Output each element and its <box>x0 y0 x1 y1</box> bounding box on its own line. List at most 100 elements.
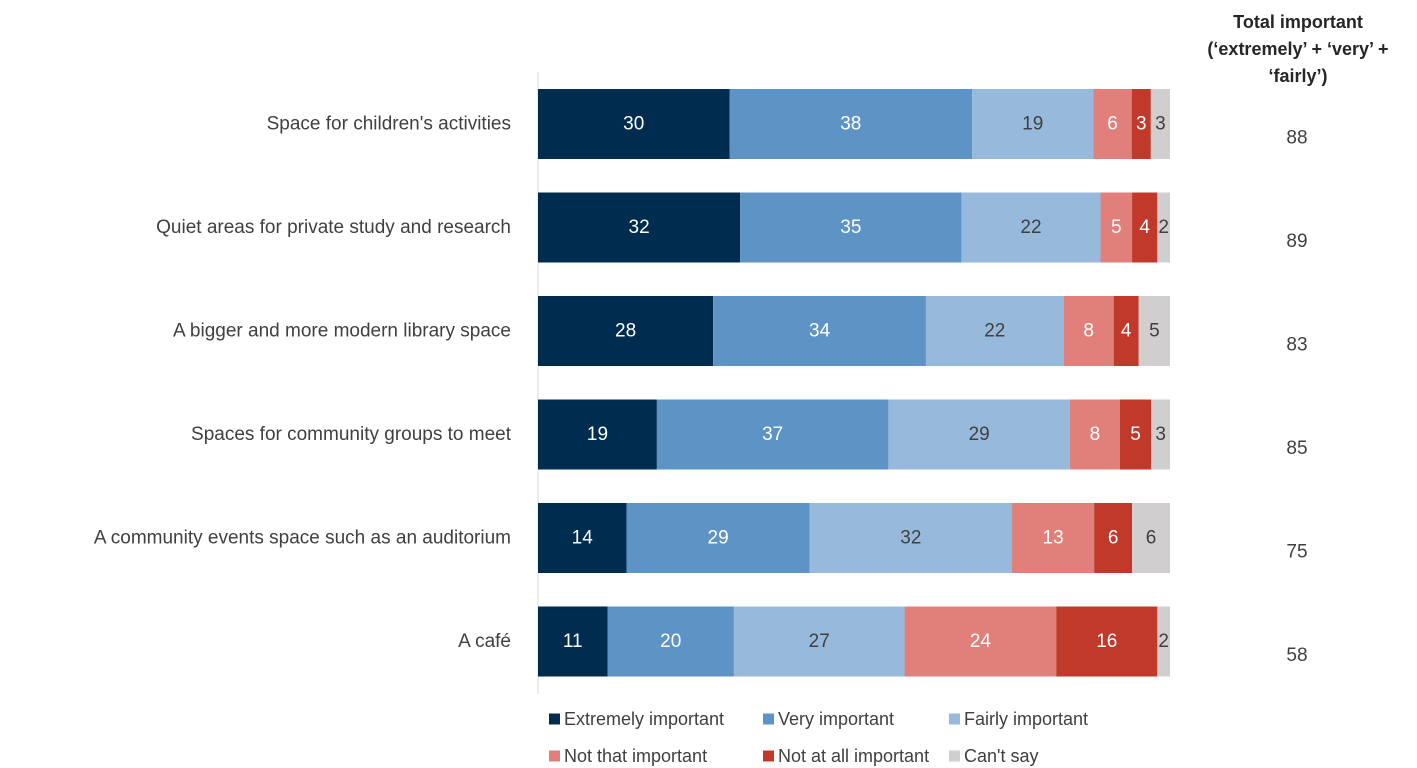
bar-segment <box>733 606 905 677</box>
data-label: 30 <box>623 114 644 135</box>
bar-segment <box>1056 606 1158 677</box>
legend-label: Not that important <box>564 746 707 766</box>
bar-segment <box>1131 89 1151 159</box>
bar-segment <box>538 296 714 366</box>
legend-swatch <box>949 750 960 762</box>
data-label: 3 <box>1155 114 1166 135</box>
data-label: 35 <box>840 217 861 238</box>
bar-segment <box>1063 296 1114 366</box>
bar-segment <box>538 399 657 470</box>
legend: Extremely important Very important Fairly … <box>549 709 1088 766</box>
totals-header-line: Total important <box>1233 12 1363 32</box>
data-label: 3 <box>1155 424 1166 445</box>
legend-label: Extremely important <box>564 709 724 729</box>
data-label: 4 <box>1139 217 1150 238</box>
total-value: 88 <box>1286 128 1307 149</box>
data-label: 8 <box>1083 321 1094 342</box>
bar-segment <box>626 503 810 573</box>
category-label: A café <box>458 631 511 652</box>
bar-segment <box>888 399 1070 470</box>
total-value: 89 <box>1286 231 1307 252</box>
bar-segment <box>1094 503 1133 573</box>
data-label: 37 <box>762 424 783 445</box>
legend-label: Very important <box>778 709 894 729</box>
data-label: 38 <box>840 114 861 135</box>
total-value: 75 <box>1286 542 1307 563</box>
totals-column: 88 89 83 85 75 58 <box>1286 128 1307 667</box>
data-label: 28 <box>615 321 636 342</box>
data-label: 22 <box>1020 217 1041 238</box>
data-label: 3 <box>1136 114 1147 135</box>
category-label: A community events space such as an audi… <box>94 528 511 549</box>
category-label: A bigger and more modern library space <box>173 321 511 342</box>
data-label: 22 <box>984 321 1005 342</box>
total-value: 83 <box>1286 335 1307 356</box>
bar-segment <box>1100 192 1133 263</box>
bar-segment <box>1138 296 1170 366</box>
bar-segment <box>740 192 962 263</box>
data-label: 20 <box>660 631 681 652</box>
bar-segment <box>607 606 734 677</box>
bar-segment <box>925 296 1064 366</box>
data-label: 32 <box>629 217 650 238</box>
data-label: 6 <box>1108 528 1119 549</box>
bar-segment <box>1157 606 1170 677</box>
bar-segment <box>1113 296 1139 366</box>
legend-swatch <box>949 713 960 725</box>
category-label: Space for children's activities <box>267 114 511 135</box>
data-label: 13 <box>1043 528 1064 549</box>
legend-swatch <box>549 713 560 725</box>
bar-segment <box>729 89 973 159</box>
total-value: 58 <box>1286 645 1307 666</box>
bar-segment <box>538 606 608 677</box>
category-label: Quiet areas for private study and resear… <box>156 217 511 238</box>
data-label: 19 <box>587 424 608 445</box>
bar-segment <box>1093 89 1132 159</box>
bar-segment <box>1012 503 1095 573</box>
bar-segment <box>538 503 627 573</box>
data-label: 19 <box>1022 114 1043 135</box>
data-label: 34 <box>809 321 831 342</box>
bar-segment <box>972 89 1094 159</box>
legend-swatch <box>763 713 774 725</box>
bar-segment <box>656 399 889 470</box>
legend-label: Fairly important <box>964 709 1088 729</box>
legend-swatch <box>763 750 774 762</box>
legend-label: Not at all important <box>778 746 929 766</box>
data-label: 11 <box>563 631 583 652</box>
data-label: 2 <box>1158 631 1169 652</box>
bar-segment <box>713 296 926 366</box>
data-label: 5 <box>1111 217 1122 238</box>
bar-segment <box>1157 192 1170 263</box>
data-label: 2 <box>1158 217 1169 238</box>
data-label: 4 <box>1121 321 1132 342</box>
data-label: 32 <box>900 528 921 549</box>
totals-header-line: ‘fairly’) <box>1268 66 1327 86</box>
data-label: 5 <box>1130 424 1141 445</box>
data-label: 6 <box>1107 114 1118 135</box>
bar-segment <box>538 192 741 263</box>
category-label: Spaces for community groups to meet <box>191 424 512 445</box>
data-label: 14 <box>572 528 594 549</box>
data-label: 27 <box>809 631 830 652</box>
bar-segment <box>904 606 1057 677</box>
bar-segment <box>809 503 1012 573</box>
data-label: 29 <box>708 528 729 549</box>
legend-swatch <box>549 750 560 762</box>
data-label: 16 <box>1096 631 1117 652</box>
data-label: 29 <box>969 424 990 445</box>
data-label: 6 <box>1146 528 1157 549</box>
data-label: 8 <box>1090 424 1101 445</box>
legend-label: Can't say <box>964 746 1038 766</box>
bar-segment <box>1151 399 1170 470</box>
bars: 30 38 19 6 3 332 35 22 5 4 228 34 22 8 4 519 37 29 8 5 314 29… <box>538 89 1170 677</box>
totals-header: Total important (‘extremely’ + ‘very’ + ‘f… <box>1207 12 1388 86</box>
bar-segment <box>1132 192 1158 263</box>
data-label: 24 <box>970 631 992 652</box>
bar-segment <box>1150 89 1170 159</box>
bar-segment <box>1069 399 1120 470</box>
bar-segment <box>1119 399 1152 470</box>
bar-segment <box>1132 503 1170 573</box>
data-label: 5 <box>1149 321 1160 342</box>
